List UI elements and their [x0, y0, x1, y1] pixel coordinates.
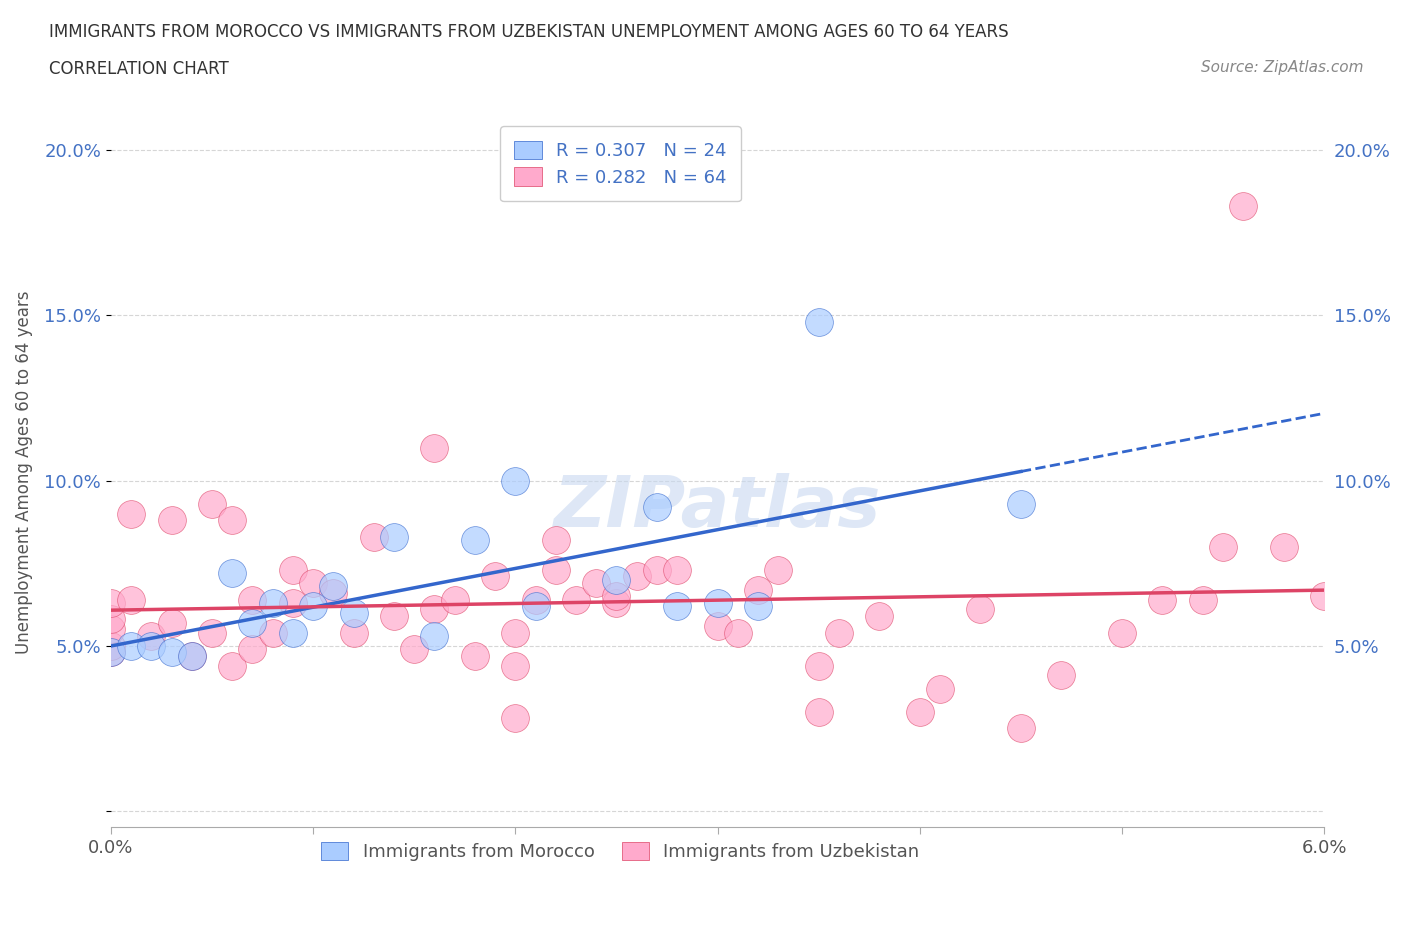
Point: [1152, 592, 1174, 607]
Point: [464, 533, 486, 548]
Point: [544, 563, 567, 578]
Point: [505, 625, 527, 640]
Point: [747, 582, 769, 597]
Point: [505, 711, 527, 725]
Point: [100, 638, 122, 653]
Point: [645, 499, 668, 514]
Point: [382, 608, 405, 623]
Y-axis label: Unemployment Among Ages 60 to 64 years: Unemployment Among Ages 60 to 64 years: [15, 290, 32, 654]
Point: [1232, 199, 1254, 214]
Point: [180, 648, 202, 663]
Point: [747, 599, 769, 614]
Point: [1050, 668, 1073, 683]
Point: [807, 658, 830, 673]
Point: [120, 638, 142, 653]
Point: [242, 592, 264, 607]
Point: [201, 497, 224, 512]
Point: [322, 578, 344, 593]
Point: [666, 599, 689, 614]
Point: [160, 615, 183, 630]
Point: [544, 533, 567, 548]
Point: [120, 506, 142, 521]
Point: [807, 704, 830, 719]
Point: [423, 629, 446, 644]
Point: [1192, 592, 1215, 607]
Point: [160, 644, 183, 659]
Point: [302, 599, 325, 614]
Text: ZIPatlas: ZIPatlas: [554, 473, 882, 542]
Point: [404, 642, 426, 657]
Point: [100, 622, 122, 637]
Point: [201, 625, 224, 640]
Point: [484, 569, 506, 584]
Point: [605, 589, 627, 604]
Point: [605, 595, 627, 610]
Point: [242, 642, 264, 657]
Point: [141, 629, 163, 644]
Point: [605, 572, 627, 587]
Point: [281, 563, 304, 578]
Point: [565, 592, 588, 607]
Point: [1111, 625, 1133, 640]
Point: [120, 592, 142, 607]
Point: [100, 595, 122, 610]
Point: [100, 612, 122, 627]
Point: [585, 576, 607, 591]
Point: [221, 565, 243, 580]
Point: [302, 576, 325, 591]
Point: [423, 440, 446, 455]
Point: [221, 658, 243, 673]
Point: [342, 605, 364, 620]
Point: [666, 563, 689, 578]
Point: [262, 595, 284, 610]
Point: [322, 586, 344, 601]
Point: [221, 512, 243, 527]
Point: [706, 595, 728, 610]
Point: [505, 473, 527, 488]
Point: [645, 563, 668, 578]
Point: [706, 618, 728, 633]
Point: [464, 648, 486, 663]
Text: IMMIGRANTS FROM MOROCCO VS IMMIGRANTS FROM UZBEKISTAN UNEMPLOYMENT AMONG AGES 60: IMMIGRANTS FROM MOROCCO VS IMMIGRANTS FR…: [49, 23, 1010, 41]
Point: [929, 682, 952, 697]
Point: [100, 644, 122, 659]
Point: [160, 512, 183, 527]
Point: [828, 625, 851, 640]
Point: [908, 704, 931, 719]
Text: CORRELATION CHART: CORRELATION CHART: [49, 60, 229, 78]
Point: [505, 658, 527, 673]
Point: [807, 314, 830, 329]
Point: [524, 592, 547, 607]
Legend: Immigrants from Morocco, Immigrants from Uzbekistan: Immigrants from Morocco, Immigrants from…: [314, 834, 927, 868]
Point: [768, 563, 790, 578]
Point: [626, 569, 648, 584]
Point: [281, 595, 304, 610]
Point: [1272, 539, 1295, 554]
Text: Source: ZipAtlas.com: Source: ZipAtlas.com: [1201, 60, 1364, 75]
Point: [969, 602, 991, 617]
Point: [423, 602, 446, 617]
Point: [443, 592, 465, 607]
Point: [1212, 539, 1234, 554]
Point: [868, 608, 890, 623]
Point: [242, 615, 264, 630]
Point: [1313, 589, 1336, 604]
Point: [1010, 497, 1032, 512]
Point: [342, 625, 364, 640]
Point: [141, 638, 163, 653]
Point: [524, 599, 547, 614]
Point: [727, 625, 749, 640]
Point: [281, 625, 304, 640]
Point: [262, 625, 284, 640]
Point: [382, 529, 405, 544]
Point: [1010, 721, 1032, 736]
Point: [100, 644, 122, 659]
Point: [363, 529, 385, 544]
Point: [180, 648, 202, 663]
